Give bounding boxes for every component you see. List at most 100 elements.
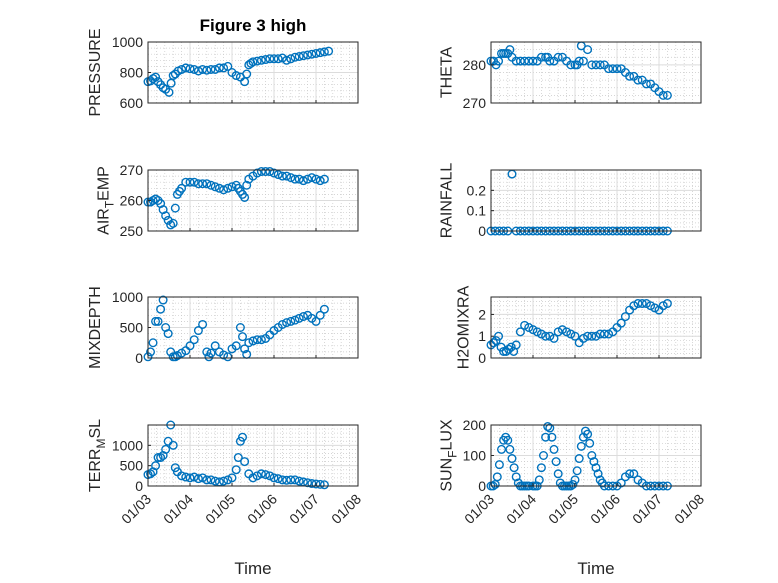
y-axis-label-subscript: F bbox=[446, 451, 460, 458]
data-point bbox=[549, 444, 559, 454]
data-point bbox=[589, 457, 599, 467]
data-point bbox=[277, 475, 287, 485]
y-tick-label: 0 bbox=[478, 478, 486, 494]
data-point bbox=[545, 423, 555, 433]
data-point bbox=[168, 218, 178, 228]
data-point bbox=[161, 444, 171, 454]
data-point bbox=[185, 64, 195, 74]
data-point bbox=[189, 335, 199, 345]
data-point bbox=[311, 48, 321, 58]
data-point bbox=[252, 471, 262, 481]
data-point bbox=[223, 183, 233, 193]
data-point bbox=[185, 177, 195, 187]
data-point bbox=[237, 432, 247, 442]
y-tick-label: 0.2 bbox=[467, 182, 487, 198]
data-point bbox=[240, 192, 250, 202]
y-tick-label: 270 bbox=[463, 95, 487, 111]
axes-frame bbox=[490, 169, 702, 232]
y-axis-label: H2OMIXRA bbox=[456, 285, 473, 369]
data-point bbox=[189, 64, 199, 74]
data-point bbox=[532, 327, 542, 337]
data-point bbox=[536, 463, 546, 473]
data-point bbox=[497, 444, 507, 454]
data-point bbox=[578, 56, 588, 66]
x-tick-label: 01/03 bbox=[118, 491, 154, 527]
data-point bbox=[156, 453, 166, 463]
data-point bbox=[650, 303, 660, 313]
data-point bbox=[511, 56, 521, 66]
y-tick-label: 500 bbox=[120, 458, 144, 474]
data-point bbox=[202, 179, 212, 189]
x-tick-label: 01/05 bbox=[202, 491, 238, 527]
data-point bbox=[587, 60, 597, 70]
data-point bbox=[290, 174, 300, 184]
data-point bbox=[231, 341, 241, 351]
data-point bbox=[265, 471, 275, 481]
y-tick-label: 260 bbox=[120, 193, 144, 209]
y-axis-label: TERRMSL bbox=[87, 419, 108, 492]
y-axis-label: PRESSURE bbox=[87, 28, 104, 116]
data-point bbox=[290, 475, 300, 485]
y-axis-label-part: AIR bbox=[96, 208, 113, 235]
data-point bbox=[303, 174, 313, 184]
y-tick-label: 1000 bbox=[112, 289, 143, 305]
data-point bbox=[151, 461, 161, 471]
y-axis-label: SUNFLUX bbox=[439, 419, 460, 492]
data-point bbox=[494, 460, 504, 470]
figure-title: Figure 3 high bbox=[200, 16, 307, 35]
data-point bbox=[503, 435, 513, 445]
subplot-4: 0 0.1 0.2 RAINFALL bbox=[439, 163, 702, 239]
y-axis-label-subscript: M bbox=[94, 439, 108, 449]
data-point bbox=[583, 45, 593, 55]
axes-frame bbox=[147, 424, 359, 487]
data-point bbox=[515, 327, 525, 337]
data-point bbox=[505, 444, 515, 454]
y-tick-label: 0 bbox=[478, 223, 486, 239]
x-tick-label: 01/07 bbox=[286, 491, 322, 527]
data-point bbox=[198, 319, 208, 329]
data-point bbox=[587, 451, 597, 461]
data-point bbox=[282, 171, 292, 181]
data-point bbox=[576, 441, 586, 451]
data-point bbox=[616, 478, 626, 488]
y-axis-label-subscript: T bbox=[103, 200, 117, 208]
x-tick-label: 01/05 bbox=[545, 491, 581, 527]
data-point bbox=[235, 323, 245, 333]
data-point bbox=[599, 329, 609, 339]
data-point bbox=[303, 478, 313, 488]
data-point bbox=[489, 338, 499, 348]
data-point bbox=[166, 347, 176, 357]
data-point bbox=[511, 340, 521, 350]
data-point bbox=[633, 299, 643, 309]
data-point bbox=[593, 469, 603, 479]
data-point bbox=[541, 331, 551, 341]
data-point bbox=[277, 319, 287, 329]
data-point bbox=[210, 341, 220, 351]
data-point bbox=[282, 318, 292, 328]
data-point bbox=[572, 466, 582, 476]
data-point bbox=[658, 90, 668, 100]
data-point bbox=[185, 341, 195, 351]
data-point bbox=[528, 56, 538, 66]
x-axis-label: Time bbox=[577, 559, 614, 578]
data-point bbox=[177, 64, 187, 74]
data-point bbox=[294, 174, 304, 184]
data-point bbox=[298, 312, 308, 322]
data-point bbox=[252, 56, 262, 66]
data-point bbox=[193, 179, 203, 189]
data-point bbox=[214, 183, 224, 193]
data-point bbox=[294, 51, 304, 61]
data-point bbox=[543, 422, 553, 432]
data-point bbox=[625, 71, 635, 81]
data-point bbox=[553, 52, 563, 62]
data-point bbox=[248, 57, 258, 67]
data-point bbox=[269, 473, 279, 483]
y-tick-label: 250 bbox=[120, 223, 144, 239]
data-point bbox=[181, 472, 191, 482]
data-point bbox=[591, 60, 601, 70]
data-point bbox=[585, 438, 595, 448]
y-axis-label-part: SL bbox=[87, 419, 104, 439]
data-point bbox=[290, 315, 300, 325]
data-point bbox=[206, 475, 216, 485]
y-tick-label: 1000 bbox=[112, 34, 143, 50]
